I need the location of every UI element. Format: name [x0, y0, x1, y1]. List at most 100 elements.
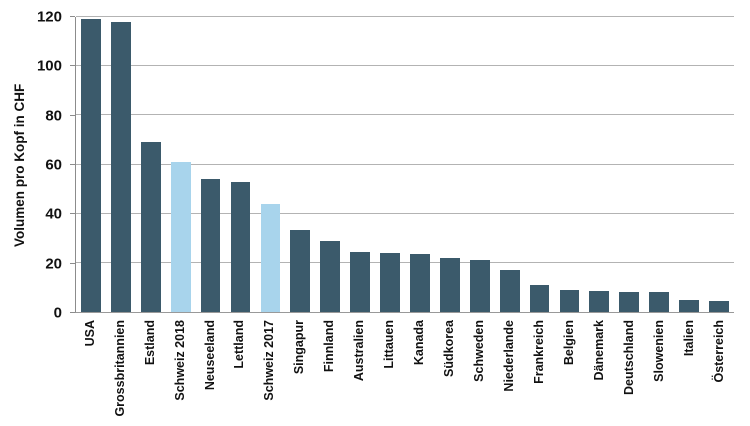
- y-tick-label-0: 0: [53, 304, 62, 322]
- y-tick-mark: [70, 312, 75, 313]
- bar-slot: [375, 17, 405, 312]
- x-label-slot: Grossbritannien: [105, 320, 135, 426]
- bar-dänemark: [589, 291, 610, 312]
- x-label-frankreich: Frankreich: [532, 320, 547, 384]
- gridline-100: [76, 65, 734, 67]
- x-label-slot: Niederlande: [494, 320, 524, 426]
- bar-slot: [226, 17, 256, 312]
- bar-schweiz-2017: [260, 203, 281, 312]
- bar-neuseeland: [200, 179, 221, 312]
- bar-niederlande: [499, 270, 520, 312]
- x-label-slot: Finnland: [315, 320, 345, 426]
- bar-slot: [405, 17, 435, 312]
- bar-slot: [495, 17, 525, 312]
- bar-slot: [584, 17, 614, 312]
- x-label-slot: Schweden: [464, 320, 494, 426]
- bar-slot: [704, 17, 734, 312]
- x-label-slot: USA: [75, 320, 105, 426]
- y-tick-label-40: 40: [45, 205, 62, 223]
- x-label-slot: Estland: [135, 320, 165, 426]
- x-label-österreich: Österreich: [711, 320, 726, 383]
- x-label-slot: Dänemark: [584, 320, 614, 426]
- x-label-italien: Italien: [681, 320, 696, 357]
- bar-slot: [345, 17, 375, 312]
- bar-slot: [465, 17, 495, 312]
- x-label-usa: USA: [82, 320, 97, 347]
- y-tick-mark: [70, 16, 75, 17]
- gridline-40: [76, 212, 734, 214]
- bar-belgien: [559, 289, 580, 312]
- gridline-20: [76, 261, 734, 263]
- bars: [76, 17, 734, 312]
- bar-slot: [166, 17, 196, 312]
- x-label-slot: Deutschland: [614, 320, 644, 426]
- x-label-singapur: Singapur: [292, 320, 307, 375]
- bar-australien: [350, 251, 370, 312]
- bar-slot: [196, 17, 226, 312]
- bar-finnland: [320, 240, 341, 312]
- bar-littauen: [380, 253, 400, 312]
- gridline-60: [76, 163, 734, 165]
- x-label-slot: Singapur: [285, 320, 315, 426]
- x-axis-labels: USA Grossbritannien Estland Schweiz 2018 Neu…: [75, 320, 734, 426]
- plot-area: [75, 16, 734, 313]
- bar-frankreich: [529, 284, 550, 312]
- x-label-südkorea: Südkorea: [442, 320, 457, 377]
- y-tick-mark: [70, 114, 75, 116]
- x-label-slot: Österreich: [704, 320, 734, 426]
- y-tick-label-120: 120: [36, 8, 62, 26]
- y-axis-ticks: 0 20 40 60 80 100 120: [0, 10, 75, 321]
- bar-grossbritannien: [110, 21, 131, 312]
- bar-deutschland: [619, 292, 640, 312]
- bar-lettland: [230, 181, 251, 312]
- y-tick-label-20: 20: [45, 255, 62, 273]
- x-label-slot: Australien: [345, 320, 375, 426]
- bar-slot: [285, 17, 315, 312]
- bar-slowenien: [649, 292, 670, 312]
- x-label-slot: Neuseeland: [195, 320, 225, 426]
- bar-slot: [435, 17, 465, 312]
- y-tick-mark: [70, 65, 75, 67]
- y-tick-label-100: 100: [36, 57, 62, 75]
- y-tick-mark: [70, 262, 75, 264]
- bar-slot: [136, 17, 166, 312]
- x-label-australien: Australien: [352, 320, 367, 382]
- bar-slot: [555, 17, 585, 312]
- bar-slot: [76, 17, 106, 312]
- x-label-slot: Belgien: [554, 320, 584, 426]
- gridlines: [76, 16, 734, 312]
- gridline-120: [76, 16, 734, 17]
- bar-kanada: [410, 254, 430, 312]
- bar-usa: [81, 19, 101, 312]
- x-label-slot: Südkorea: [434, 320, 464, 426]
- x-label-slot: Littauen: [375, 320, 405, 426]
- bar-slot: [315, 17, 345, 312]
- x-label-estland: Estland: [142, 320, 157, 366]
- y-tick-label-80: 80: [45, 107, 62, 125]
- bar-italien: [679, 299, 699, 312]
- x-label-slot: Slowenien: [644, 320, 674, 426]
- y-tick-label-60: 60: [45, 156, 62, 174]
- x-label-littauen: Littauen: [382, 320, 397, 369]
- bar-schweden: [469, 260, 490, 312]
- x-label-belgien: Belgien: [561, 320, 576, 366]
- x-label-kanada: Kanada: [412, 320, 427, 366]
- bar-schweiz-2018: [170, 162, 191, 312]
- gridline-80: [76, 114, 734, 116]
- x-label-finnland: Finnland: [322, 320, 337, 373]
- x-label-lettland: Lettland: [232, 320, 247, 369]
- bar-slot: [525, 17, 555, 312]
- bar-singapur: [290, 229, 311, 312]
- x-label-dänemark: Dänemark: [591, 320, 606, 381]
- x-label-schweiz-2017: Schweiz 2017: [262, 320, 277, 401]
- bar-slot: [106, 17, 136, 312]
- x-label-slot: Schweiz 2018: [165, 320, 195, 426]
- x-label-slowenien: Slowenien: [651, 320, 666, 382]
- x-label-slot: Kanada: [404, 320, 434, 426]
- bar-estland: [140, 142, 161, 312]
- x-label-slot: Lettland: [225, 320, 255, 426]
- bar-slot: [674, 17, 704, 312]
- x-label-slot: Frankreich: [524, 320, 554, 426]
- x-label-slot: Schweiz 2017: [255, 320, 285, 426]
